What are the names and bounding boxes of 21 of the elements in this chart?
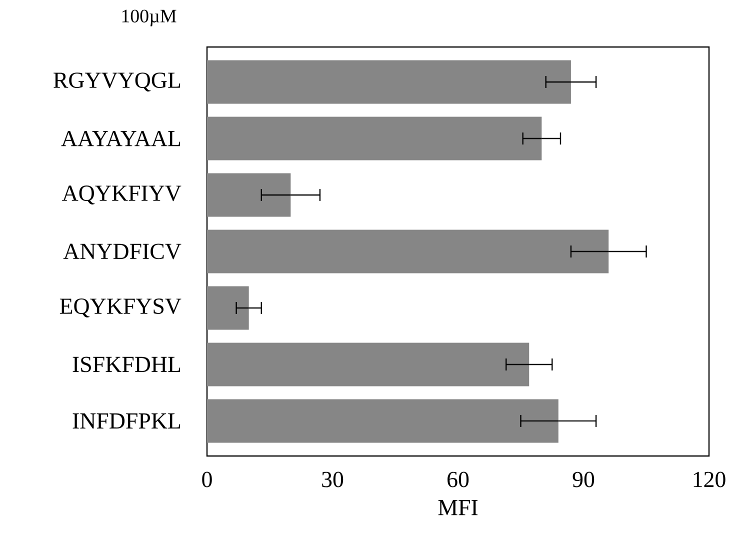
bar — [207, 116, 542, 160]
y-tick-label: RGYVYQGL — [54, 72, 180, 92]
x-tick-label: 60 — [448, 472, 469, 488]
y-tick-label: AAYAYAAL — [61, 130, 180, 146]
bar — [207, 230, 609, 274]
y-tick-label: AQYKFIYV — [62, 186, 182, 204]
y-tick-label: ANYDFICV — [63, 244, 182, 260]
y-tick-label: EQYKFYSV — [60, 298, 182, 318]
x-tick-label: 120 — [694, 472, 726, 488]
bar — [207, 399, 558, 443]
x-tick-label: 90 — [572, 472, 594, 488]
y-tick-label: INFDFPKL — [72, 413, 180, 428]
bar — [207, 60, 571, 104]
x-tick-label: 30 — [322, 472, 344, 488]
x-tick-label: 0 — [202, 472, 212, 488]
y-tick-label: ISFKFDHL — [72, 356, 180, 372]
text: 100µM — [122, 10, 176, 26]
bar — [207, 342, 530, 386]
x-axis-title: MFI — [438, 500, 478, 516]
bar — [207, 173, 291, 217]
bar — [207, 286, 249, 330]
